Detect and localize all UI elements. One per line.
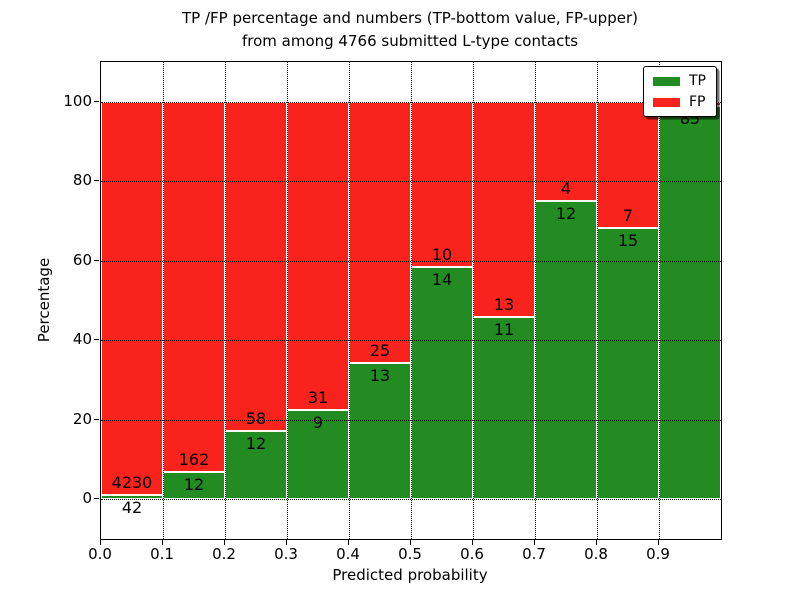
bar-fp-2 — [225, 101, 287, 432]
bar-fp-0 — [101, 101, 163, 496]
x-tick-mark-0.9 — [658, 540, 659, 545]
x-tick-label-0.4: 0.4 — [336, 545, 360, 563]
x-tick-label-0.7: 0.7 — [522, 545, 546, 563]
x-tick-label-0.6: 0.6 — [460, 545, 484, 563]
x-tick-mark-0.2 — [224, 540, 225, 545]
gridline-x-0.7 — [535, 62, 536, 539]
tp-count-label-0: 42 — [121, 498, 143, 518]
y-tick-mark-60 — [94, 259, 99, 261]
y-tick-mark-40 — [94, 339, 99, 341]
x-tick-mark-0.4 — [348, 540, 349, 545]
bar-fp-1 — [163, 101, 225, 472]
y-tick-label-100: 100 — [63, 91, 92, 110]
fp-count-label-4: 25 — [369, 341, 391, 361]
fp-count-label-7: 4 — [560, 179, 572, 199]
bar-fp-5 — [411, 101, 473, 268]
gridline-x-0.3 — [287, 62, 288, 539]
bar-tp-9 — [659, 106, 721, 500]
fp-count-label-0: 4230 — [111, 473, 153, 493]
y-tick-mark-20 — [94, 418, 99, 420]
bar-tp-1 — [163, 471, 225, 500]
gridline-x-0.2 — [225, 62, 226, 539]
fp-count-label-3: 31 — [307, 387, 329, 407]
fp-count-label-6: 13 — [493, 295, 515, 315]
gridline-x-0.1 — [163, 62, 164, 539]
fp-count-label-2: 58 — [245, 409, 267, 429]
legend-label-fp: FP — [689, 94, 706, 110]
fp-count-label-5: 10 — [431, 245, 453, 265]
legend-label-tp: TP — [689, 73, 706, 89]
bar-tp-6 — [473, 317, 535, 500]
x-tick-mark-0.7 — [534, 540, 535, 545]
tp-count-label-2: 12 — [245, 434, 267, 454]
tp-count-label-8: 15 — [617, 231, 639, 251]
legend-swatch-tp-icon — [653, 76, 680, 86]
tp-count-label-6: 11 — [493, 320, 515, 340]
bar-tp-3 — [287, 409, 349, 500]
x-tick-label-0.8: 0.8 — [584, 545, 608, 563]
legend-item-fp: FP — [653, 95, 706, 109]
bar-tp-4 — [349, 363, 411, 500]
bar-fp-3 — [287, 101, 349, 410]
x-tick-mark-0.8 — [596, 540, 597, 545]
gridline-x-0.4 — [349, 62, 350, 539]
bar-tp-5 — [411, 267, 473, 500]
x-tick-mark-0.1 — [162, 540, 163, 545]
gridline-x-0.8 — [597, 62, 598, 539]
y-tick-label-0: 0 — [82, 489, 92, 508]
y-tick-mark-80 — [94, 180, 99, 182]
fp-count-label-8: 7 — [622, 206, 634, 226]
x-tick-label-0.0: 0.0 — [88, 545, 112, 563]
chart-title-line1: TP /FP percentage and numbers (TP-bottom… — [182, 9, 638, 27]
tp-count-label-5: 14 — [431, 270, 453, 290]
chart-title: TP /FP percentage and numbers (TP-bottom… — [100, 7, 720, 53]
bar-fp-4 — [349, 101, 411, 364]
bar-tp-7 — [535, 201, 597, 500]
x-axis-label: Predicted probability — [332, 566, 488, 584]
tp-count-label-4: 13 — [369, 366, 391, 386]
fp-count-label-1: 162 — [178, 449, 210, 469]
x-tick-mark-0.5 — [410, 540, 411, 545]
x-tick-mark-0.3 — [286, 540, 287, 545]
bar-tp-8 — [597, 228, 659, 500]
x-tick-label-0.9: 0.9 — [646, 545, 670, 563]
x-tick-mark-0.0 — [100, 540, 101, 545]
bar-tp-0 — [101, 495, 163, 500]
y-tick-label-60: 60 — [72, 250, 92, 269]
tp-count-label-3: 9 — [312, 412, 324, 432]
y-tick-mark-0 — [94, 498, 99, 500]
legend: TP FP — [643, 66, 717, 117]
x-tick-label-0.1: 0.1 — [150, 545, 174, 563]
gridline-x-0.9 — [659, 62, 660, 539]
y-tick-label-80: 80 — [72, 171, 92, 190]
x-tick-label-0.2: 0.2 — [212, 545, 236, 563]
tp-count-label-1: 12 — [183, 474, 205, 494]
bar-fp-8 — [597, 101, 659, 229]
bar-fp-6 — [473, 101, 535, 318]
chart-title-line2: from among 4766 submitted L-type contact… — [241, 32, 579, 50]
x-tick-label-0.5: 0.5 — [398, 545, 422, 563]
legend-swatch-fp-icon — [653, 97, 680, 107]
tp-count-label-7: 12 — [555, 204, 577, 224]
y-tick-label-20: 20 — [72, 409, 92, 428]
gridline-x-0.6 — [473, 62, 474, 539]
x-tick-mark-0.6 — [472, 540, 473, 545]
legend-item-tp: TP — [653, 74, 706, 88]
gridline-x-0.5 — [411, 62, 412, 539]
plot-area: TP FP 4230 42 162 12 58 12 31 9 25 13 10 14 13 11 4 12 7… — [100, 61, 722, 540]
x-tick-label-0.3: 0.3 — [274, 545, 298, 563]
y-tick-label-40: 40 — [72, 330, 92, 349]
y-tick-mark-100 — [94, 100, 99, 102]
